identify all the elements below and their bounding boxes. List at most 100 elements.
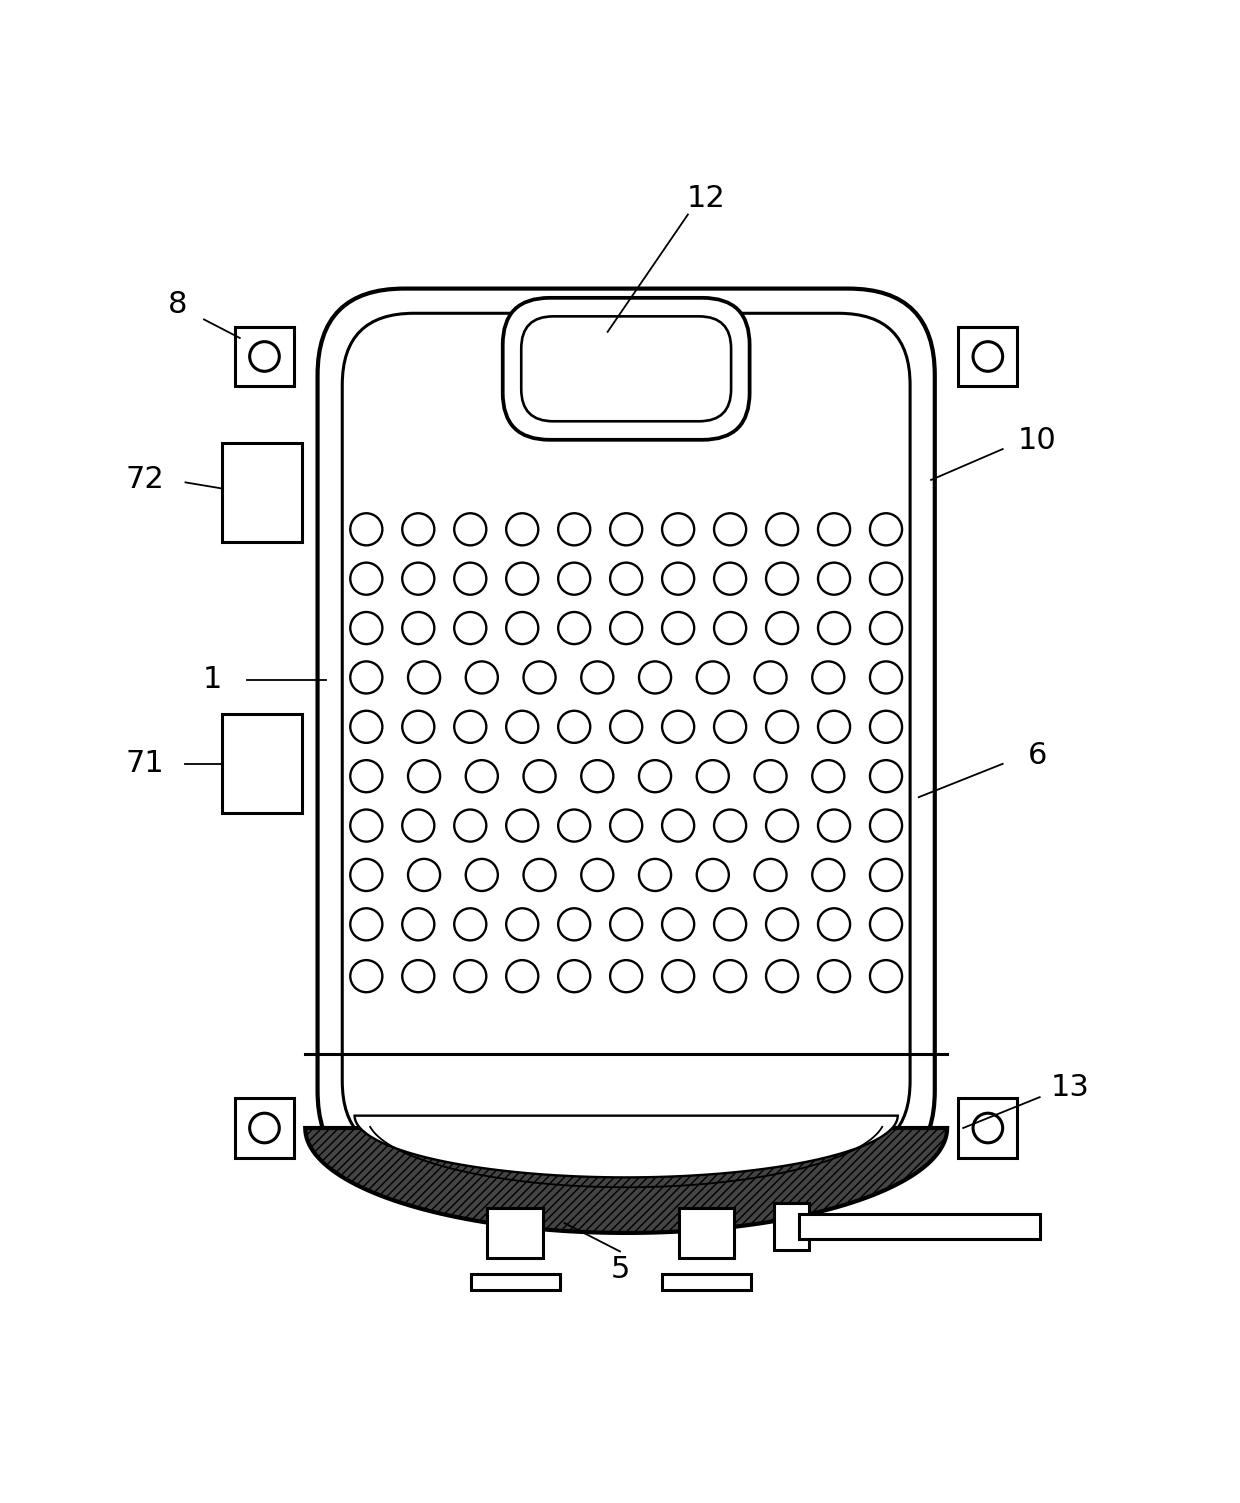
Circle shape — [610, 612, 642, 645]
FancyBboxPatch shape — [317, 289, 935, 1177]
Circle shape — [714, 960, 746, 992]
Circle shape — [639, 761, 671, 792]
Circle shape — [714, 810, 746, 842]
Circle shape — [402, 908, 434, 941]
Circle shape — [870, 858, 901, 891]
Circle shape — [408, 858, 440, 891]
Circle shape — [350, 612, 382, 645]
Circle shape — [558, 908, 590, 941]
Circle shape — [350, 908, 382, 941]
Circle shape — [558, 960, 590, 992]
Circle shape — [582, 858, 614, 891]
Circle shape — [610, 960, 642, 992]
Circle shape — [402, 612, 434, 645]
Circle shape — [870, 661, 901, 693]
Text: 13: 13 — [1052, 1073, 1090, 1102]
Circle shape — [697, 661, 729, 693]
Circle shape — [818, 960, 851, 992]
Circle shape — [454, 711, 486, 742]
Bar — [234, 326, 294, 386]
Circle shape — [558, 612, 590, 645]
Circle shape — [408, 661, 440, 693]
Circle shape — [662, 810, 694, 842]
Bar — [222, 443, 303, 541]
Circle shape — [870, 513, 901, 546]
Circle shape — [506, 711, 538, 742]
Circle shape — [870, 612, 901, 645]
Circle shape — [506, 810, 538, 842]
Circle shape — [506, 562, 538, 595]
Circle shape — [454, 612, 486, 645]
Circle shape — [454, 810, 486, 842]
Circle shape — [466, 858, 497, 891]
Circle shape — [454, 513, 486, 546]
Circle shape — [818, 711, 851, 742]
Text: 72: 72 — [125, 466, 164, 494]
Circle shape — [249, 1114, 279, 1142]
Circle shape — [870, 908, 901, 941]
Circle shape — [523, 761, 556, 792]
Circle shape — [812, 761, 844, 792]
Circle shape — [350, 711, 382, 742]
Circle shape — [766, 612, 799, 645]
Circle shape — [870, 711, 901, 742]
Circle shape — [402, 810, 434, 842]
Circle shape — [714, 711, 746, 742]
Circle shape — [870, 810, 901, 842]
Circle shape — [610, 711, 642, 742]
Circle shape — [662, 711, 694, 742]
Circle shape — [818, 562, 851, 595]
FancyBboxPatch shape — [342, 313, 910, 1153]
Circle shape — [558, 810, 590, 842]
Polygon shape — [355, 1115, 898, 1177]
Circle shape — [523, 661, 556, 693]
Text: 1: 1 — [203, 666, 222, 694]
Circle shape — [454, 562, 486, 595]
Circle shape — [610, 562, 642, 595]
Bar — [471, 1273, 559, 1290]
Circle shape — [818, 810, 851, 842]
Circle shape — [402, 960, 434, 992]
Circle shape — [350, 810, 382, 842]
Circle shape — [714, 562, 746, 595]
Bar — [662, 1273, 751, 1290]
Circle shape — [582, 661, 614, 693]
Circle shape — [639, 858, 671, 891]
Circle shape — [639, 661, 671, 693]
Circle shape — [766, 711, 799, 742]
Circle shape — [766, 513, 799, 546]
Circle shape — [466, 661, 497, 693]
Circle shape — [402, 711, 434, 742]
Circle shape — [766, 562, 799, 595]
Circle shape — [506, 513, 538, 546]
Circle shape — [714, 612, 746, 645]
Circle shape — [697, 761, 729, 792]
Circle shape — [662, 562, 694, 595]
Circle shape — [454, 960, 486, 992]
Text: 8: 8 — [169, 290, 187, 319]
Circle shape — [818, 513, 851, 546]
Circle shape — [523, 858, 556, 891]
Circle shape — [662, 513, 694, 546]
Circle shape — [754, 661, 786, 693]
Circle shape — [812, 858, 844, 891]
Circle shape — [714, 513, 746, 546]
Circle shape — [408, 761, 440, 792]
Circle shape — [870, 960, 901, 992]
Text: 12: 12 — [687, 183, 725, 213]
Bar — [774, 1204, 808, 1250]
Circle shape — [350, 562, 382, 595]
Circle shape — [766, 908, 799, 941]
Circle shape — [812, 661, 844, 693]
Circle shape — [454, 908, 486, 941]
Bar — [487, 1208, 543, 1258]
Circle shape — [610, 908, 642, 941]
Bar — [959, 326, 1018, 386]
Circle shape — [610, 810, 642, 842]
Circle shape — [558, 513, 590, 546]
Circle shape — [714, 908, 746, 941]
Circle shape — [870, 562, 901, 595]
Circle shape — [350, 761, 382, 792]
Circle shape — [973, 1114, 1003, 1142]
Circle shape — [558, 562, 590, 595]
